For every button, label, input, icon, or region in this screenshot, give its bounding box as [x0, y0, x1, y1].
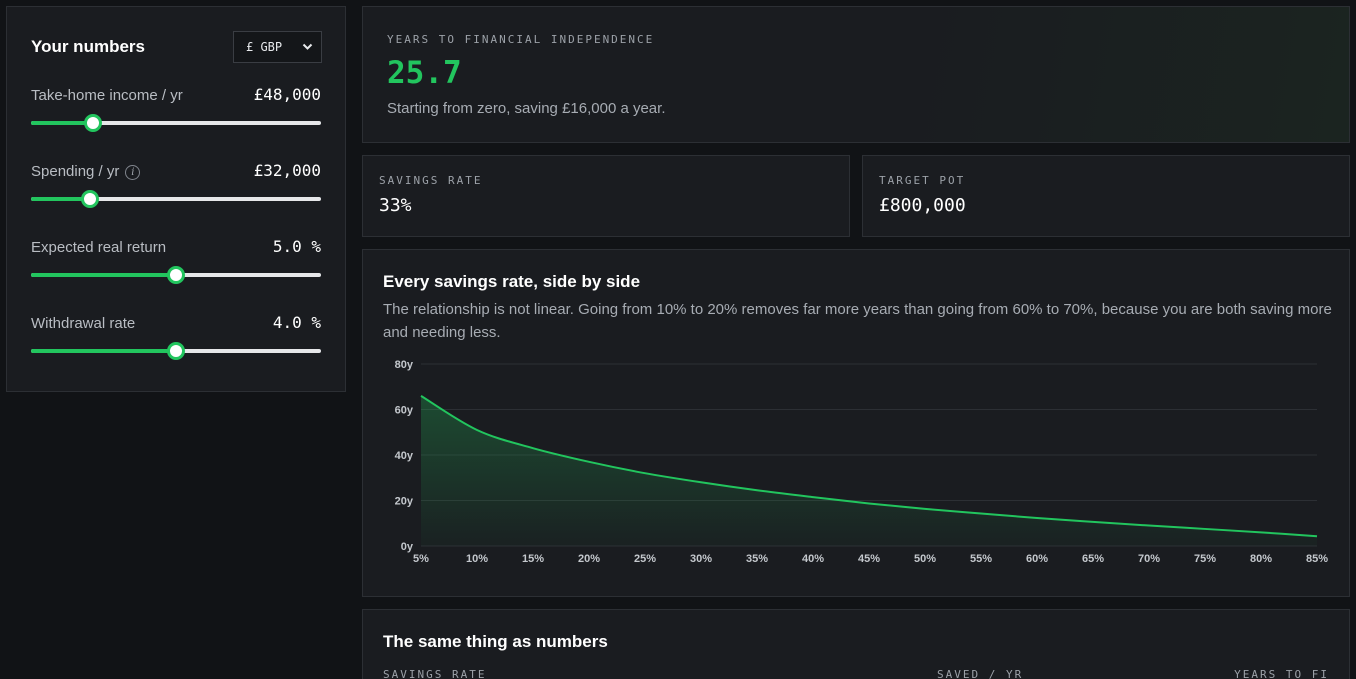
x-tick-label: 60%	[1026, 553, 1048, 565]
x-tick-label: 45%	[858, 553, 880, 565]
chevron-down-icon	[302, 32, 313, 74]
x-tick-label: 85%	[1306, 553, 1328, 565]
chart-data-point	[700, 481, 702, 483]
slider-track[interactable]	[31, 342, 321, 360]
slider-label: Withdrawal rate	[31, 315, 135, 332]
slider-track[interactable]	[31, 114, 321, 132]
slider-value: 5.0 %	[272, 237, 321, 256]
x-tick-label: 25%	[634, 553, 656, 565]
slider-value: 4.0 %	[272, 313, 321, 332]
currency-selected-value: £ GBP	[246, 40, 283, 54]
chart-data-point	[868, 502, 870, 504]
slider-fill	[31, 349, 176, 353]
slider-label-text: Spending / yr	[31, 163, 120, 180]
x-tick-label: 75%	[1194, 553, 1216, 565]
years-to-fi-area-chart: 0y 20y 40y 60y 80y 5% 10% 15% 20% 25% 30% 35% 40% 45%…	[395, 359, 1329, 565]
chart-data-point	[420, 395, 422, 397]
chart-data-point	[812, 496, 814, 498]
years-to-fi-subtitle: Starting from zero, saving £16,000 a yea…	[387, 100, 666, 117]
chart-data-point	[756, 489, 758, 491]
slider-thumb[interactable]	[81, 190, 100, 208]
chart-section-description: The relationship is not linear. Going fr…	[383, 301, 1332, 341]
x-tick-label: 20%	[578, 553, 600, 565]
x-tick-label: 80%	[1250, 553, 1272, 565]
x-tick-label: 70%	[1138, 553, 1160, 565]
chart-data-point	[1260, 531, 1262, 533]
slider-thumb[interactable]	[167, 266, 185, 284]
target-pot-card: TARGET POT £800,000	[862, 155, 1350, 237]
chart-data-point	[1204, 528, 1206, 530]
slider-value: £48,000	[253, 85, 321, 104]
slider-label: Take-home income / yr	[31, 87, 183, 104]
slider-fill	[31, 273, 176, 277]
savings-rate-chart-section: Every savings rate, side by side The rel…	[362, 249, 1350, 597]
x-tick-label: 10%	[466, 553, 488, 565]
y-tick-label: 60y	[395, 405, 414, 417]
x-tick-label: 65%	[1082, 553, 1104, 565]
chart-series-line	[420, 394, 1318, 538]
slider-label-text: Take-home income / yr	[31, 87, 183, 104]
x-tick-label: 35%	[746, 553, 768, 565]
y-tick-label: 0y	[401, 541, 414, 553]
chart-data-point	[532, 447, 534, 449]
x-tick-label: 5%	[413, 553, 429, 565]
x-tick-label: 30%	[690, 553, 712, 565]
slider-value: £32,000	[253, 161, 321, 180]
chart-data-point	[1316, 535, 1318, 537]
x-tick-label: 50%	[914, 553, 936, 565]
years-to-fi-label: YEARS TO FINANCIAL INDEPENDENCE	[387, 33, 655, 46]
slider-thumb[interactable]	[84, 114, 103, 132]
chart-data-point	[476, 429, 478, 431]
slider-label-text: Withdrawal rate	[31, 315, 136, 332]
savings-rate-label: SAVINGS RATE	[379, 174, 483, 187]
controls-panel: Your numbers £ GBP Take-home income / yr…	[6, 6, 346, 392]
chart-data-point	[1092, 521, 1094, 523]
slider-track[interactable]	[31, 190, 321, 208]
numbers-table-section: The same thing as numbers SAVINGS RATE S…	[362, 609, 1350, 679]
chart-data-point	[644, 472, 646, 474]
info-icon[interactable]: i	[125, 165, 141, 180]
slider-label-text: Expected real return	[31, 239, 167, 256]
chart-data-point	[588, 461, 590, 463]
chart-section-title: Every savings rate, side by side	[383, 272, 641, 291]
y-tick-label: 40y	[395, 450, 414, 462]
slider-label: Spending / yr i	[31, 163, 141, 180]
slider-row-real-return: Expected real return 5.0 %	[31, 237, 321, 299]
slider-row-spending: Spending / yr i £32,000	[31, 161, 321, 223]
column-header-savings-rate[interactable]: SAVINGS RATE	[383, 668, 487, 679]
slider-fill	[31, 121, 94, 125]
y-tick-label: 80y	[395, 359, 414, 371]
slider-row-withdrawal-rate: Withdrawal rate 4.0 %	[31, 313, 321, 375]
x-tick-label: 55%	[970, 553, 992, 565]
slider-row-income: Take-home income / yr £48,000	[31, 85, 321, 147]
slider-fill	[31, 197, 91, 201]
savings-rate-card: SAVINGS RATE 33%	[362, 155, 850, 237]
column-header-saved-per-year[interactable]: SAVED / YR	[937, 668, 1024, 679]
savings-rate-value: 33%	[379, 195, 412, 216]
chart-data-point	[924, 508, 926, 510]
chart-area-fill	[421, 395, 1317, 546]
column-header-years-to-fi[interactable]: YEARS TO FI	[1234, 668, 1329, 679]
chart-data-point	[1036, 517, 1038, 519]
currency-select[interactable]: £ GBP	[233, 31, 322, 63]
slider-label: Expected real return	[31, 239, 166, 256]
x-tick-label: 15%	[522, 553, 544, 565]
x-tick-label: 40%	[802, 553, 824, 565]
target-pot-value: £800,000	[879, 195, 966, 216]
slider-thumb[interactable]	[167, 342, 185, 360]
table-section-title: The same thing as numbers	[383, 632, 608, 651]
controls-title: Your numbers	[31, 37, 145, 56]
slider-track[interactable]	[31, 266, 321, 284]
years-to-fi-card: YEARS TO FINANCIAL INDEPENDENCE 25.7 Sta…	[362, 6, 1350, 143]
chart-data-point	[1148, 525, 1150, 527]
target-pot-label: TARGET POT	[879, 174, 966, 187]
chart-data-point	[980, 512, 982, 514]
years-to-fi-value: 25.7	[387, 55, 462, 91]
y-tick-label: 20y	[395, 496, 414, 508]
